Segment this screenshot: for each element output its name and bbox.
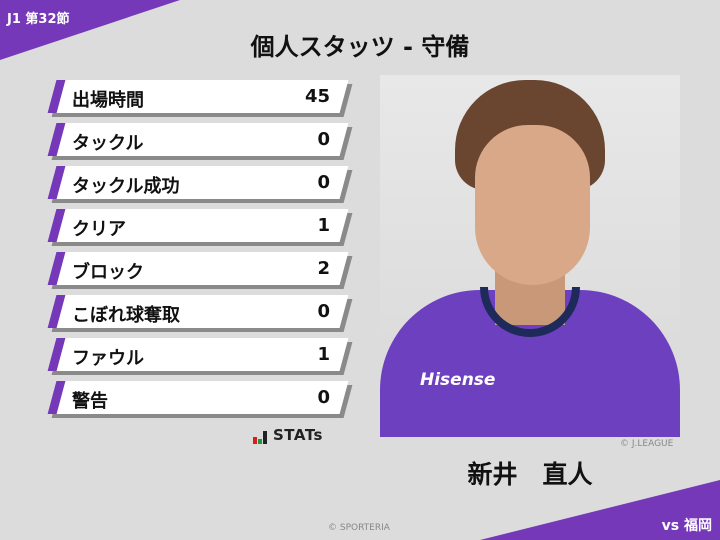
stat-row: クリア 1 [47, 209, 353, 246]
photo-credit: © J.LEAGUE [620, 439, 674, 449]
stat-label: 警告 [72, 391, 108, 412]
stat-label: 出場時間 [72, 90, 144, 111]
stat-row: ブロック 2 [47, 252, 353, 289]
jersey-sponsor: Hisense [420, 370, 496, 390]
footer-credit: © SPORTERIA [328, 523, 390, 533]
stat-row: 出場時間 45 [47, 80, 353, 117]
stat-row: こぼれ球奪取 0 [47, 295, 353, 332]
stat-label: こぼれ球奪取 [72, 305, 180, 326]
page-title: 個人スタッツ - 守備 [250, 33, 470, 61]
stat-row: タックル 0 [47, 123, 353, 160]
bar-chart-icon [253, 431, 267, 444]
stat-value: 0 [317, 172, 330, 193]
stats-list: 出場時間 45 タックル 0 タックル成功 0 クリア 1 ブロック 2 こぼれ球奪取 0 ファウル 1 警… [47, 80, 353, 424]
opponent-label: vs 福岡 [661, 518, 712, 534]
stat-value: 1 [317, 215, 330, 236]
stat-value: 0 [317, 387, 330, 408]
stats-logo-text: STATs [273, 426, 323, 444]
round-label: J1 第32節 [7, 12, 70, 27]
stat-row: タックル成功 0 [47, 166, 353, 203]
stat-value: 0 [317, 129, 330, 150]
player-photo: Hisense [380, 75, 680, 437]
stat-label: ファウル [72, 348, 144, 369]
stat-value: 2 [317, 258, 330, 279]
stat-row: 警告 0 [47, 381, 353, 418]
stat-label: ブロック [72, 262, 144, 283]
stat-label: クリア [72, 219, 126, 240]
stat-value: 0 [317, 301, 330, 322]
stat-label: タックル [72, 133, 144, 154]
stats-logo: STATs [253, 426, 323, 444]
stat-label: タックル成功 [72, 176, 180, 197]
player-name: 新井 直人 [467, 460, 593, 489]
stat-row: ファウル 1 [47, 338, 353, 375]
stat-value: 1 [317, 344, 330, 365]
stat-value: 45 [304, 86, 330, 107]
